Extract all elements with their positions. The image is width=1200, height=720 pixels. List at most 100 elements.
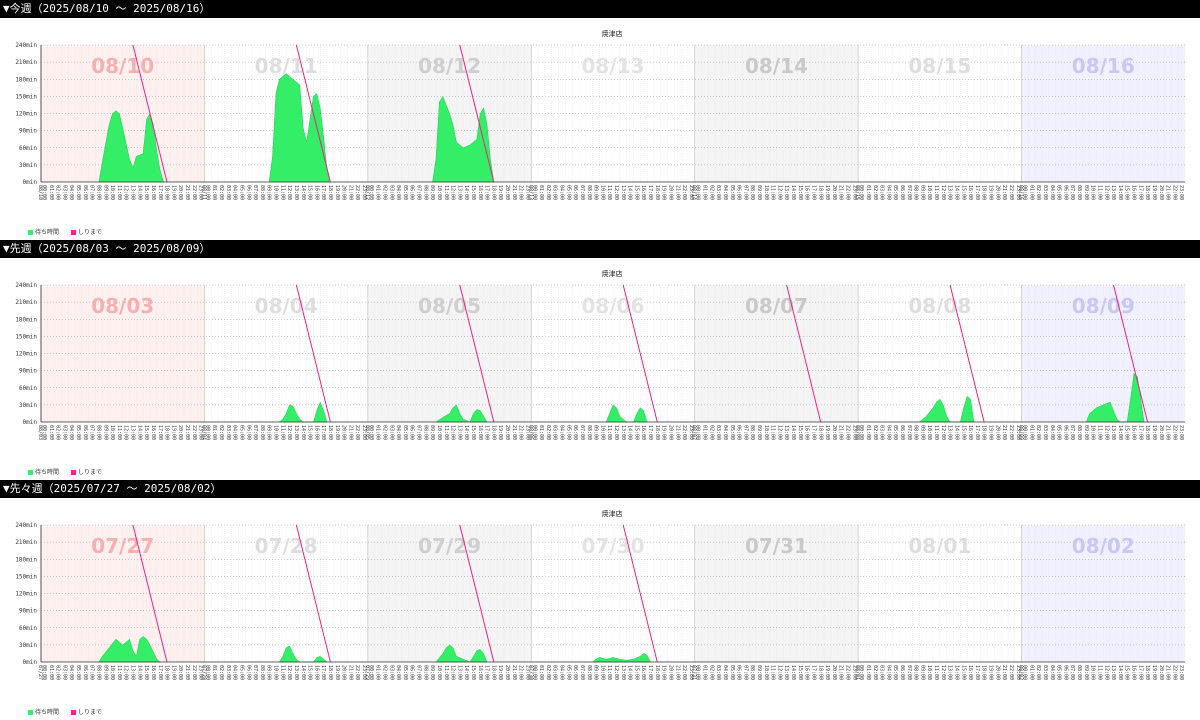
x-tick-label: 09:00 xyxy=(429,425,435,440)
y-tick-label: 240min xyxy=(15,282,37,289)
x-tick-label: 04:00 xyxy=(885,185,891,200)
x-tick-label: 16:00 xyxy=(150,665,156,680)
x-tick-label: 14:00 xyxy=(136,665,142,680)
x-tick-label: 23:00 xyxy=(688,425,694,440)
x-tick-label: 15:00 xyxy=(470,665,476,680)
chart-section-this-week: ▼今週（2025/08/10 ～ 2025/08/16） 0min 30min 60… xyxy=(0,0,1200,240)
y-tick-label: 90min xyxy=(19,128,37,135)
x-tick-label: 06:00 xyxy=(572,185,578,200)
x-tick-label: 03:00 xyxy=(715,185,721,200)
chart-legend: 待ち時間 しりまで xyxy=(28,227,112,236)
wait-area xyxy=(98,635,161,663)
x-tick-day-label: 07/29 xyxy=(364,665,370,680)
x-tick-label: 22:00 xyxy=(681,665,687,680)
chart-section-two-weeks-ago: ▼先々週（2025/07/27 ～ 2025/08/02） 0min 30min 6… xyxy=(0,480,1200,720)
x-tick-label: 00:00 xyxy=(204,185,210,200)
x-tick-label: 11:00 xyxy=(933,665,939,680)
x-tick-label: 03:00 xyxy=(388,185,394,200)
x-tick-label: 22:00 xyxy=(191,425,197,440)
x-tick-label: 11:00 xyxy=(933,425,939,440)
x-tick-label: 03:00 xyxy=(225,425,231,440)
x-tick-label: 16:00 xyxy=(804,185,810,200)
x-tick-label: 23:00 xyxy=(688,665,694,680)
x-tick-label: 13:00 xyxy=(293,185,299,200)
x-tick-label: 10:00 xyxy=(109,665,115,680)
x-tick-label: 09:00 xyxy=(266,425,272,440)
x-tick-label: 10:00 xyxy=(273,425,279,440)
until-line xyxy=(132,524,168,663)
day-watermark-label: 08/03 xyxy=(91,294,154,318)
x-tick-label: 08:00 xyxy=(1076,185,1082,200)
x-tick-label: 15:00 xyxy=(470,425,476,440)
x-tick-label: 06:00 xyxy=(245,665,251,680)
until-line xyxy=(295,524,331,663)
x-tick-label: 22:00 xyxy=(518,425,524,440)
x-tick-label: 01:00 xyxy=(375,665,381,680)
legend-label: 待ち時間 xyxy=(35,709,60,716)
x-tick-day-label: 07/30 xyxy=(527,665,533,680)
x-tick-label: 08:00 xyxy=(95,425,101,440)
x-tick-label: 08:00 xyxy=(913,425,919,440)
x-tick-label: 04:00 xyxy=(559,665,565,680)
x-tick-label: 05:00 xyxy=(402,425,408,440)
x-tick-label: 04:00 xyxy=(885,425,891,440)
y-tick-label: 90min xyxy=(19,368,37,375)
x-tick-label: 07:00 xyxy=(579,425,585,440)
x-tick-label: 18:00 xyxy=(327,425,333,440)
x-tick-label: 20:00 xyxy=(177,185,183,200)
x-tick-label: 06:00 xyxy=(409,665,415,680)
day-watermark-label: 08/13 xyxy=(582,54,645,78)
x-tick-label: 01:00 xyxy=(702,665,708,680)
x-tick-label: 20:00 xyxy=(667,185,673,200)
x-tick-day-label: 08/04 xyxy=(200,425,206,440)
x-tick-label: 17:00 xyxy=(974,185,980,200)
x-tick-label: 20:00 xyxy=(504,425,510,440)
x-tick-label: 16:00 xyxy=(313,425,319,440)
x-tick-label: 06:00 xyxy=(572,665,578,680)
x-tick-label: 12:00 xyxy=(450,665,456,680)
x-tick-label: 07:00 xyxy=(742,185,748,200)
x-tick-label: 15:00 xyxy=(633,665,639,680)
y-tick-label: 210min xyxy=(15,59,37,66)
x-tick-label: 01:00 xyxy=(702,425,708,440)
x-tick-label: 09:00 xyxy=(756,665,762,680)
x-tick-label: 10:00 xyxy=(109,185,115,200)
x-tick-label: 17:00 xyxy=(157,185,163,200)
x-tick-label: 12:00 xyxy=(450,425,456,440)
x-tick-label: 20:00 xyxy=(994,665,1000,680)
x-tick-label: 22:00 xyxy=(354,185,360,200)
x-tick-label: 00:00 xyxy=(858,185,864,200)
x-tick-label: 07:00 xyxy=(416,185,422,200)
legend-swatch-icon xyxy=(28,470,33,475)
x-tick-label: 22:00 xyxy=(681,425,687,440)
x-tick-label: 16:00 xyxy=(150,425,156,440)
legend-label: しりまで xyxy=(77,709,102,716)
x-tick-day-label: 08/10 xyxy=(37,185,43,200)
x-tick-label: 18:00 xyxy=(490,185,496,200)
x-tick-label: 01:00 xyxy=(538,425,544,440)
x-tick-label: 12:00 xyxy=(123,665,129,680)
x-tick-label: 00:00 xyxy=(368,665,374,680)
x-tick-label: 16:00 xyxy=(313,185,319,200)
day-watermark-label: 08/14 xyxy=(745,54,808,78)
x-tick-label: 16:00 xyxy=(477,665,483,680)
section-header: ▼今週（2025/08/10 ～ 2025/08/16） xyxy=(0,0,1200,18)
x-tick-label: 07:00 xyxy=(906,185,912,200)
x-tick-label: 06:00 xyxy=(899,665,905,680)
x-tick-label: 10:00 xyxy=(763,425,769,440)
x-tick-label: 16:00 xyxy=(150,185,156,200)
x-tick-label: 01:00 xyxy=(538,665,544,680)
x-tick-label: 14:00 xyxy=(1117,425,1123,440)
x-tick-label: 19:00 xyxy=(334,185,340,200)
x-tick-label: 19:00 xyxy=(497,425,503,440)
x-tick-label: 03:00 xyxy=(1042,665,1048,680)
day-watermark-label: 08/04 xyxy=(255,294,318,318)
wait-area xyxy=(268,73,331,183)
x-tick-label: 08:00 xyxy=(259,185,265,200)
x-tick-label: 17:00 xyxy=(484,425,490,440)
x-tick-label: 08:00 xyxy=(422,425,428,440)
x-tick-label: 10:00 xyxy=(1090,665,1096,680)
x-tick-label: 08:00 xyxy=(749,425,755,440)
y-tick-label: 150min xyxy=(15,573,37,580)
x-tick-label: 02:00 xyxy=(381,425,387,440)
